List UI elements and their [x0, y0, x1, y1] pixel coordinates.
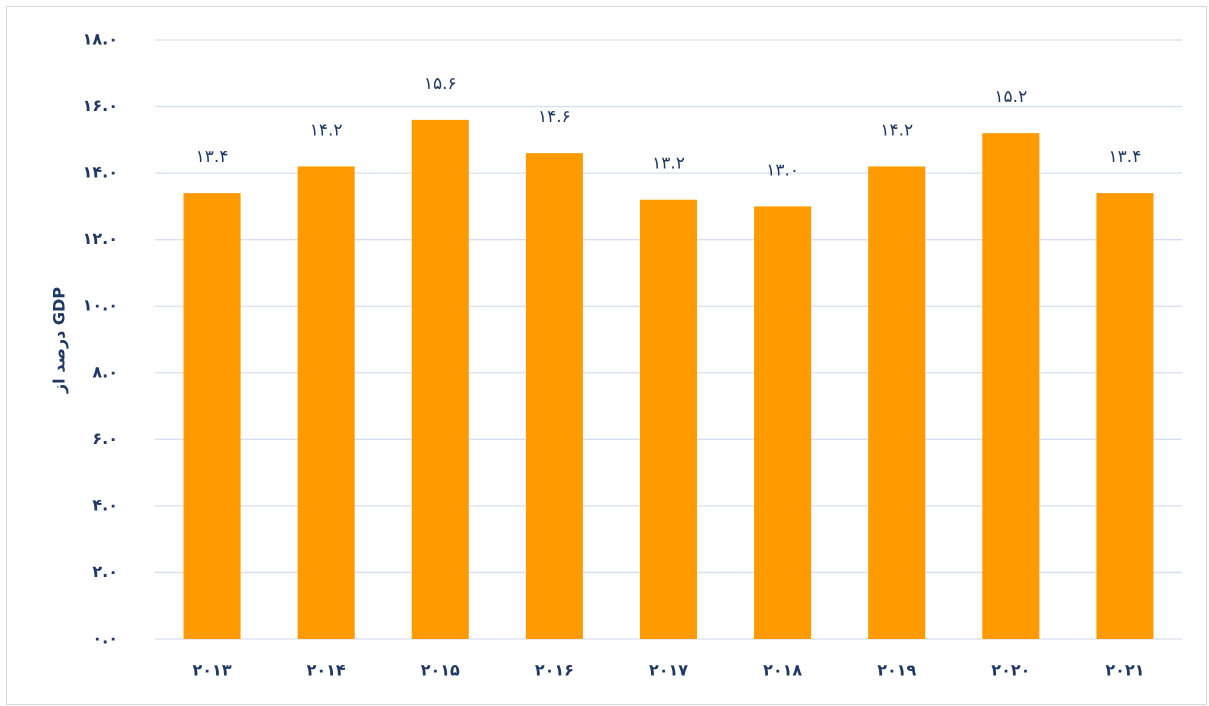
bar	[754, 206, 812, 639]
x-tick-label: ۲۰۱۳	[193, 661, 232, 680]
x-tick-label: ۲۰۱۶	[535, 661, 574, 680]
bar	[1096, 193, 1154, 640]
data-label: ۱۳.۰	[766, 160, 799, 180]
data-label: ۱۳.۴	[196, 147, 229, 167]
data-label: ۱۳.۴	[1109, 147, 1142, 167]
bar	[868, 166, 926, 639]
y-tick-label: ۱۶.۰	[83, 96, 118, 115]
bar	[639, 199, 698, 639]
y-tick-label: ۲.۰	[92, 562, 118, 581]
x-tick-label: ۲۰۱۴	[307, 661, 346, 680]
data-label: ۱۴.۲	[310, 120, 343, 140]
bar	[525, 153, 583, 639]
data-label: ۱۳.۲	[652, 154, 685, 174]
y-tick-label: ۱۰.۰	[83, 296, 118, 315]
y-tick-label: ۱۲.۰	[83, 229, 118, 248]
chart-frame	[6, 6, 1207, 705]
x-tick-label: ۲۰۱۹	[877, 661, 916, 680]
y-axis-label: درصد از GDP	[50, 287, 69, 394]
y-tick-label: ۱۸.۰	[83, 30, 118, 49]
y-tick-label: ۶.۰	[92, 429, 118, 448]
bar	[183, 193, 241, 640]
x-tick-label: ۲۰۲۰	[991, 661, 1030, 680]
x-tick-label: ۲۰۱۸	[763, 661, 802, 680]
y-tick-label: ۰.۰	[92, 629, 118, 648]
y-tick-label: ۱۴.۰	[83, 163, 118, 182]
data-label: ۱۵.۶	[424, 74, 457, 94]
x-tick-label: ۲۰۲۱	[1105, 661, 1144, 680]
x-tick-label: ۲۰۱۵	[421, 661, 460, 680]
data-label: ۱۵.۲	[994, 87, 1027, 107]
x-tick-label: ۲۰۱۷	[649, 661, 688, 680]
data-label: ۱۴.۲	[880, 120, 913, 140]
data-label: ۱۴.۶	[538, 107, 571, 127]
bar	[411, 119, 469, 639]
bar	[297, 166, 355, 639]
y-tick-label: ۴.۰	[92, 495, 118, 514]
y-tick-label: ۸.۰	[92, 362, 118, 381]
bar	[982, 133, 1040, 639]
